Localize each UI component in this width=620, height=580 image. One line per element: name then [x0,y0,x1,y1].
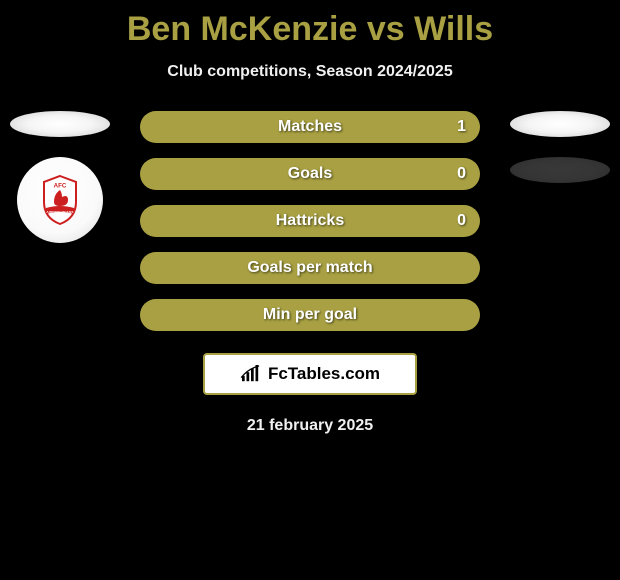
stat-row-hattricks: Hattricks 0 [140,205,480,237]
stat-label: Hattricks [276,212,344,230]
player-right-placeholder-icon [510,111,610,137]
stat-row-goals: Goals 0 [140,158,480,190]
club-badge-left: AFC AIRDRIEONIANS [17,157,103,243]
stat-label: Matches [278,118,342,136]
stats-list: Matches 1 Goals 0 Hattricks 0 Goals per … [140,111,480,331]
brand-text: FcTables.com [268,364,380,384]
airdrieonians-crest-icon: AFC AIRDRIEONIANS [32,172,88,228]
player-left-column: AFC AIRDRIEONIANS [0,111,120,243]
stat-label: Min per goal [263,306,357,324]
player-left-placeholder-icon [10,111,110,137]
club-right-placeholder-icon [510,157,610,183]
player-right-column [500,111,620,183]
bar-chart-icon [240,365,262,383]
stat-row-matches: Matches 1 [140,111,480,143]
snapshot-date: 21 february 2025 [0,417,620,435]
main-content: AFC AIRDRIEONIANS Matches 1 Goals 0 [0,111,620,331]
stat-row-goals-per-match: Goals per match [140,252,480,284]
subtitle: Club competitions, Season 2024/2025 [0,63,620,81]
stat-row-min-per-goal: Min per goal [140,299,480,331]
stat-right-value: 0 [457,212,466,230]
stat-right-value: 1 [457,118,466,136]
stat-label: Goals [288,165,332,183]
comparison-card: Ben McKenzie vs Wills Club competitions,… [0,0,620,580]
brand-attribution[interactable]: FcTables.com [203,353,417,395]
badge-club-label: AIRDRIEONIANS [46,210,73,214]
badge-afc-text: AFC [54,183,67,190]
stat-label: Goals per match [247,259,372,277]
page-title: Ben McKenzie vs Wills [0,0,620,49]
stat-right-value: 0 [457,165,466,183]
